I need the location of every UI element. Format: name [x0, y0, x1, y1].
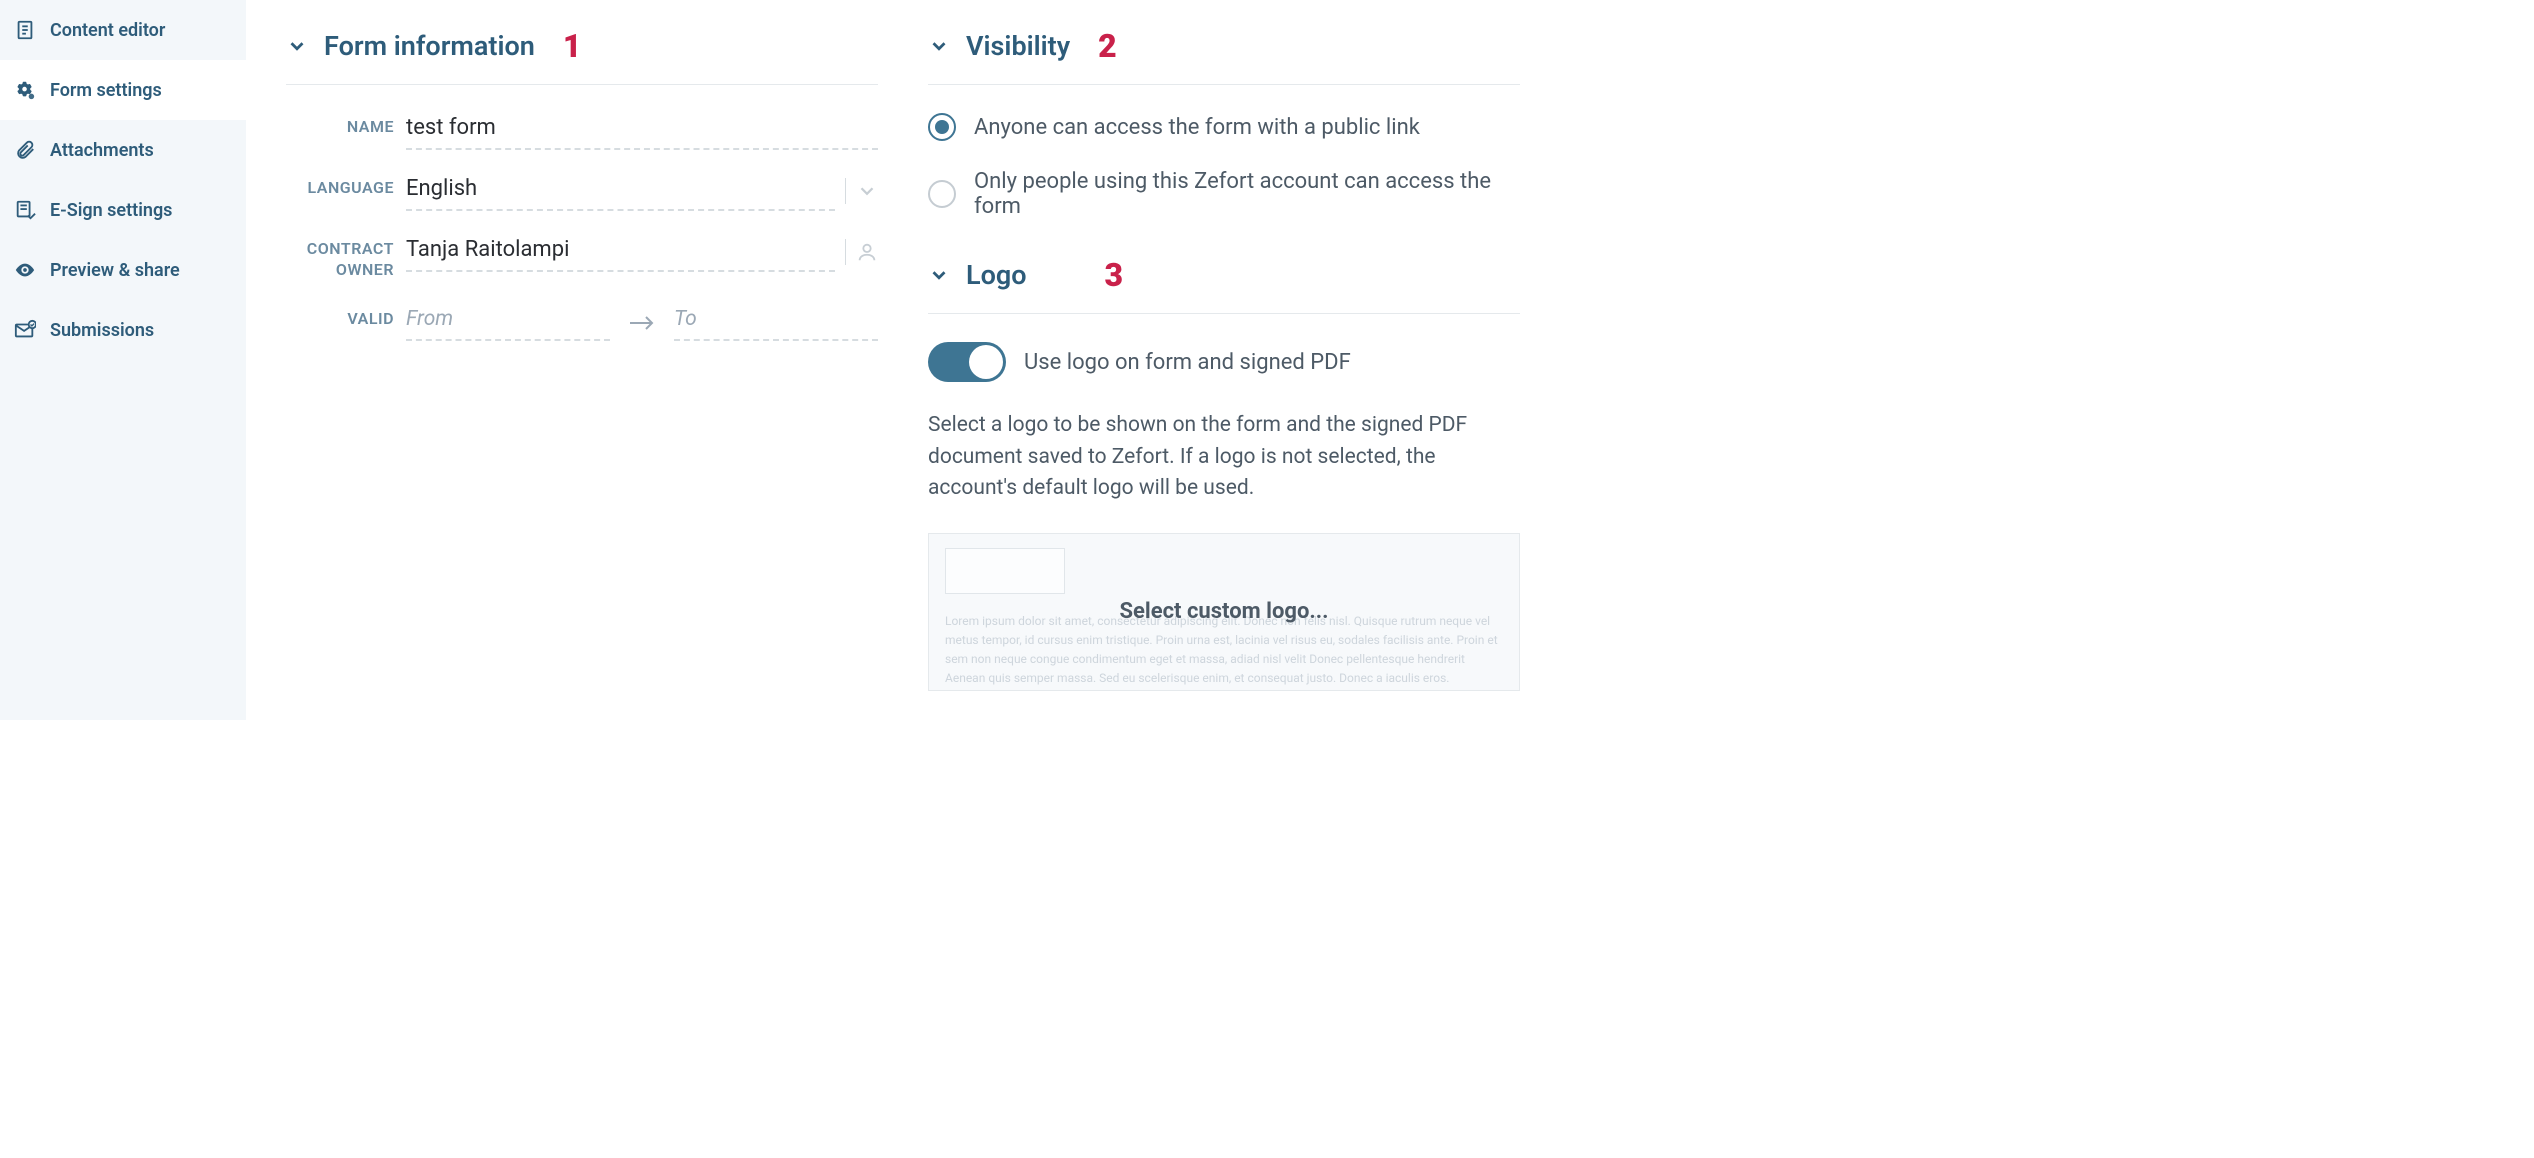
section-header-visibility[interactable]: Visibility 2	[928, 30, 1520, 85]
annotation-number: 3	[1105, 259, 1124, 291]
name-input[interactable]: test form	[406, 113, 878, 150]
sidebar: Content editor Form settings Attachments…	[0, 0, 246, 720]
section-header-form-info[interactable]: Form information 1	[286, 30, 878, 85]
field-row-name: NAME test form	[286, 113, 878, 150]
sidebar-item-label: Submissions	[50, 320, 154, 341]
owner-value: Tanja Raitolampi	[406, 235, 835, 272]
field-label: NAME	[286, 113, 400, 138]
section-title: Logo	[966, 259, 1027, 291]
owner-select[interactable]: Tanja Raitolampi	[406, 235, 878, 272]
logo-description: Select a logo to be shown on the form an…	[928, 410, 1520, 505]
radio-label: Anyone can access the form with a public…	[974, 115, 1420, 140]
logo-preview[interactable]: Lorem ipsum dolor sit amet, consectetur …	[928, 533, 1520, 691]
sidebar-item-submissions[interactable]: Submissions	[0, 300, 246, 360]
separator	[845, 239, 846, 265]
field-row-valid: VALID From To	[286, 305, 878, 341]
eye-icon	[14, 259, 36, 281]
user-icon	[856, 241, 878, 263]
sidebar-item-form-settings[interactable]: Form settings	[0, 60, 246, 120]
annotation-number: 1	[563, 30, 582, 62]
sidebar-item-label: Content editor	[50, 20, 165, 41]
right-panel: Visibility 2 Anyone can access the form …	[928, 30, 1520, 720]
sidebar-item-label: Attachments	[50, 140, 154, 161]
chevron-down-icon	[928, 35, 950, 57]
toggle-knob	[969, 345, 1003, 379]
valid-from-input[interactable]: From	[406, 305, 610, 341]
paperclip-icon	[14, 139, 36, 161]
language-select[interactable]: English	[406, 174, 878, 211]
form-information-panel: Form information 1 NAME test form LANGUA…	[286, 30, 878, 720]
chevron-down-icon	[856, 180, 878, 202]
section-title: Visibility	[966, 30, 1070, 62]
valid-to-input[interactable]: To	[674, 305, 878, 341]
sidebar-item-attachments[interactable]: Attachments	[0, 120, 246, 180]
sidebar-item-label: E-Sign settings	[50, 200, 172, 221]
select-logo-overlay: Select custom logo...	[929, 534, 1519, 690]
document-icon	[14, 19, 36, 41]
sidebar-item-esign-settings[interactable]: E-Sign settings	[0, 180, 246, 240]
sidebar-item-preview-share[interactable]: Preview & share	[0, 240, 246, 300]
main-content: Form information 1 NAME test form LANGUA…	[246, 0, 1560, 720]
logo-toggle[interactable]	[928, 342, 1006, 382]
language-value: English	[406, 174, 835, 211]
field-label: VALID	[286, 305, 400, 330]
field-row-language: LANGUAGE English	[286, 174, 878, 211]
radio-selected-icon	[928, 113, 956, 141]
chevron-down-icon	[928, 264, 950, 286]
visibility-option-account[interactable]: Only people using this Zefort account ca…	[928, 169, 1520, 219]
gears-icon	[14, 79, 36, 101]
select-logo-label: Select custom logo...	[1119, 599, 1328, 624]
chevron-down-icon	[286, 35, 308, 57]
sidebar-item-label: Form settings	[50, 80, 162, 101]
annotation-number: 2	[1098, 30, 1117, 62]
sidebar-item-label: Preview & share	[50, 260, 180, 281]
field-label: LANGUAGE	[286, 174, 400, 199]
section-header-logo[interactable]: Logo 3	[928, 259, 1520, 314]
arrow-right-icon	[628, 311, 656, 335]
envelope-check-icon	[14, 319, 36, 341]
field-row-owner: CONTRACT OWNER Tanja Raitolampi	[286, 235, 878, 281]
field-label: CONTRACT OWNER	[286, 235, 400, 281]
separator	[845, 178, 846, 204]
visibility-option-public[interactable]: Anyone can access the form with a public…	[928, 113, 1520, 141]
esign-icon	[14, 199, 36, 221]
toggle-label: Use logo on form and signed PDF	[1024, 350, 1351, 375]
sidebar-item-content-editor[interactable]: Content editor	[0, 0, 246, 60]
radio-unselected-icon	[928, 180, 956, 208]
section-title: Form information	[324, 30, 535, 62]
logo-toggle-row: Use logo on form and signed PDF	[928, 342, 1520, 382]
radio-label: Only people using this Zefort account ca…	[974, 169, 1520, 219]
